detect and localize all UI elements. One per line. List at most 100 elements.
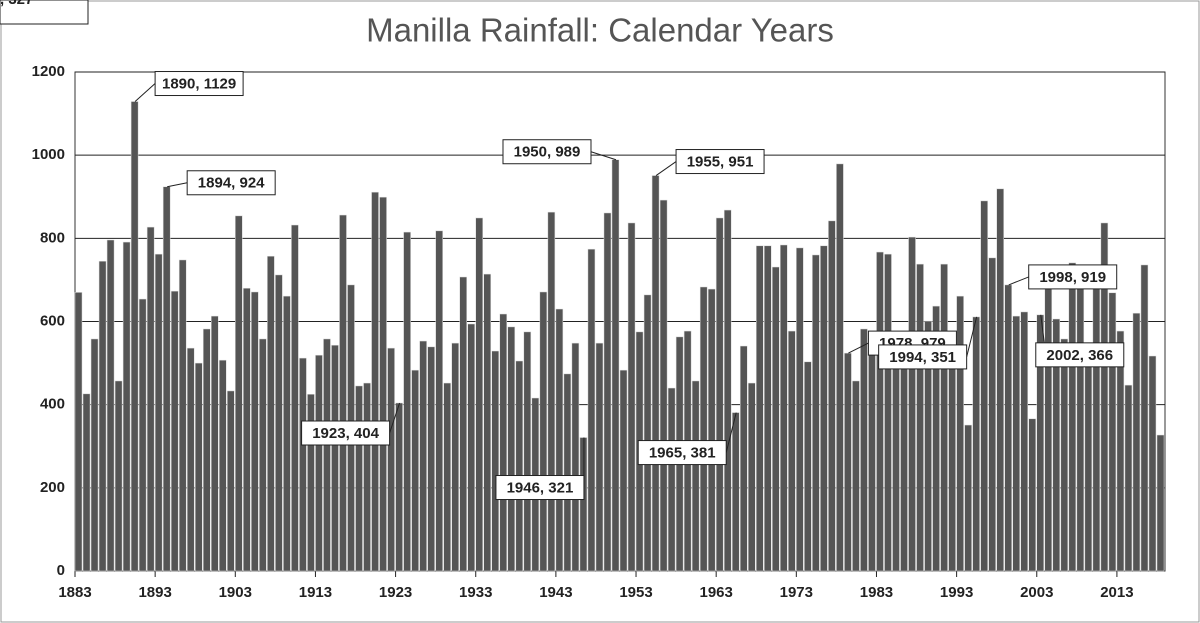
y-tick-label: 1000 <box>32 146 65 163</box>
bar <box>82 393 91 572</box>
bar <box>114 380 123 572</box>
annotation-box <box>301 420 391 446</box>
bar <box>884 253 892 572</box>
bar <box>90 338 99 572</box>
annotation-label: 1955, 951 <box>687 154 754 171</box>
bar <box>1148 355 1157 572</box>
bar <box>788 330 796 572</box>
bar <box>259 338 267 572</box>
bar <box>804 361 812 572</box>
bar <box>860 328 868 572</box>
bar <box>395 402 403 572</box>
bar <box>106 239 115 572</box>
annotation-pointer <box>134 83 156 102</box>
bar <box>812 254 820 572</box>
x-tick-label: 1963 <box>699 584 732 601</box>
bar <box>411 369 419 572</box>
y-tick-label: 0 <box>57 562 65 579</box>
annotation-pointer <box>725 412 737 453</box>
bar <box>739 345 748 572</box>
bar <box>130 101 139 572</box>
x-tick-label: 1893 <box>138 584 171 601</box>
bar <box>1092 271 1101 572</box>
bar <box>731 412 740 572</box>
bar <box>515 360 524 572</box>
x-tick-label: 1993 <box>940 584 973 601</box>
annotation-box <box>637 440 727 466</box>
bar <box>844 352 852 572</box>
x-tick-label: 1903 <box>219 584 252 601</box>
bar <box>435 230 443 572</box>
bar <box>162 186 171 572</box>
annotation-label: 1894, 924 <box>198 175 265 192</box>
bar <box>659 199 668 572</box>
annotation-pointer <box>590 151 617 161</box>
annotation-label: 2002, 366 <box>1046 347 1113 364</box>
bar <box>379 196 387 572</box>
bar <box>908 236 916 572</box>
bar <box>186 347 195 572</box>
bar <box>563 373 572 572</box>
bar <box>571 342 580 572</box>
bar <box>707 288 716 572</box>
bar <box>194 362 203 572</box>
bar <box>1036 314 1045 572</box>
annotation-box <box>675 149 765 175</box>
annotation-pointer <box>655 161 677 176</box>
bar <box>323 338 331 572</box>
bar <box>138 298 147 572</box>
bar <box>1140 264 1149 572</box>
annotation-box <box>1035 342 1125 368</box>
annotation-box <box>154 71 244 97</box>
bar <box>852 380 860 572</box>
bar <box>1156 434 1165 572</box>
x-tick-label: 1933 <box>459 584 492 601</box>
annotation-box <box>0 0 89 25</box>
bar <box>211 315 219 572</box>
bar <box>243 287 251 572</box>
bar <box>1060 338 1069 572</box>
bar <box>772 266 780 572</box>
bar <box>98 260 107 572</box>
bar <box>603 212 612 572</box>
bar <box>154 253 163 572</box>
bar <box>1020 311 1028 572</box>
annotation-label: 1890, 1129 <box>162 75 236 92</box>
bar <box>828 220 836 572</box>
bar <box>619 369 628 572</box>
bar <box>892 334 900 572</box>
bar <box>756 245 764 572</box>
annotation-label: 1950, 989 <box>514 144 581 161</box>
bar <box>627 222 636 572</box>
bar <box>988 257 996 572</box>
bar <box>643 294 652 572</box>
bar <box>339 214 347 572</box>
y-tick-label: 1200 <box>32 63 65 80</box>
x-tick-label: 1983 <box>860 584 893 601</box>
bar <box>170 290 179 572</box>
bar <box>980 200 988 572</box>
bar <box>555 308 564 572</box>
x-tick-label: 2013 <box>1100 584 1133 601</box>
x-tick-label: 2003 <box>1020 584 1053 601</box>
bar <box>715 217 724 572</box>
annotation-pointer <box>966 316 978 358</box>
bar <box>267 255 275 572</box>
bar <box>611 159 620 572</box>
bar <box>331 344 339 572</box>
annotation-label: 1946, 321 <box>507 479 574 496</box>
x-tick-label: 1973 <box>780 584 813 601</box>
bar <box>667 387 676 572</box>
bar <box>443 382 451 572</box>
bar <box>651 175 660 572</box>
x-tick-label: 1943 <box>539 584 572 601</box>
bar <box>371 191 379 572</box>
bar <box>459 276 467 572</box>
annotation-box <box>495 475 585 501</box>
bar <box>996 188 1004 572</box>
bar <box>1012 315 1020 572</box>
bar <box>419 340 427 572</box>
bar <box>964 424 972 572</box>
annotation-label: 1994, 351 <box>889 349 956 366</box>
y-tick-label: 800 <box>40 229 65 246</box>
